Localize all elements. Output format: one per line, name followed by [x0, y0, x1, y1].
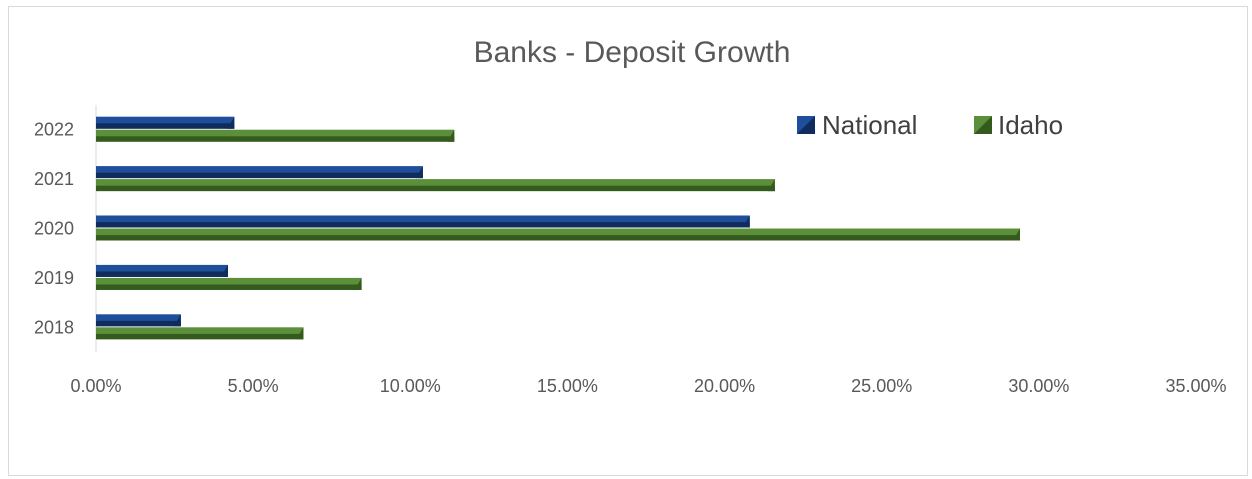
bar-idaho-2020: [96, 228, 1020, 241]
bar-idaho-2019: [96, 277, 362, 290]
bar-idaho-2018: [96, 327, 304, 340]
chart-frame: [8, 6, 1248, 476]
x-tick-label: 15.00%: [537, 376, 598, 396]
y-tick-label: 2018: [34, 317, 74, 337]
bar-national-2018: [96, 314, 181, 327]
x-tick-label: 20.00%: [694, 376, 755, 396]
x-tick-label: 0.00%: [70, 376, 121, 396]
y-tick-label: 2019: [34, 268, 74, 288]
x-tick-label: 10.00%: [380, 376, 441, 396]
y-tick-label: 2021: [34, 169, 74, 189]
x-tick-label: 5.00%: [228, 376, 279, 396]
x-tick-label: 25.00%: [851, 376, 912, 396]
legend-item-national: National: [797, 110, 917, 140]
bar-national-2019: [96, 264, 228, 277]
legend-label: National: [822, 110, 917, 140]
x-tick-label: 30.00%: [1008, 376, 1069, 396]
x-axis-ticks: 0.00% 5.00% 10.00% 15.00% 20.00% 25.00% 30.00%…: [70, 376, 1226, 396]
bar-idaho-2021: [96, 179, 775, 192]
legend-label: Idaho: [998, 110, 1063, 140]
y-axis-ticks: 2018 2019 2020 2021 2022: [34, 120, 74, 338]
y-tick-label: 2022: [34, 120, 74, 140]
legend: National Idaho: [797, 110, 1063, 140]
legend-item-idaho: Idaho: [974, 110, 1063, 140]
bar-national-2022: [96, 116, 235, 129]
bar-national-2021: [96, 166, 423, 179]
bar-idaho-2022: [96, 129, 455, 142]
bars: [96, 116, 1020, 340]
bar-national-2020: [96, 215, 750, 228]
y-tick-label: 2020: [34, 219, 74, 239]
x-tick-label: 35.00%: [1165, 376, 1226, 396]
chart-title: Banks - Deposit Growth: [474, 36, 791, 69]
